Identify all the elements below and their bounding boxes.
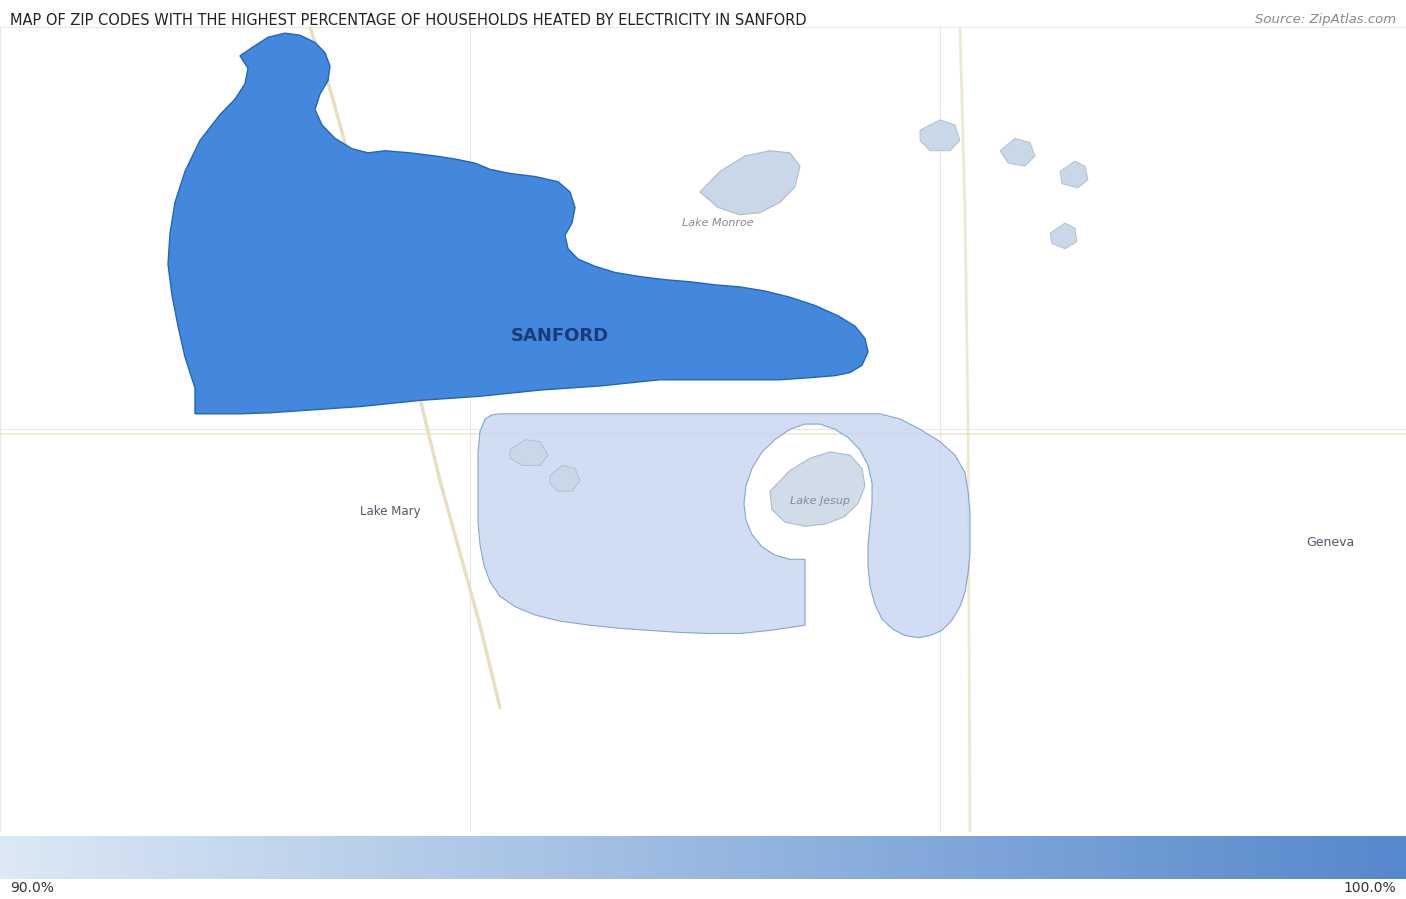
Text: Lake Jesup: Lake Jesup: [790, 496, 851, 506]
Polygon shape: [1060, 161, 1088, 188]
Polygon shape: [550, 466, 581, 491]
Text: Lake Monroe: Lake Monroe: [682, 218, 754, 228]
Text: 90.0%: 90.0%: [10, 881, 53, 895]
Text: Lake Mary: Lake Mary: [360, 505, 420, 519]
Text: Source: ZipAtlas.com: Source: ZipAtlas.com: [1256, 13, 1396, 26]
Text: SANFORD: SANFORD: [510, 327, 609, 345]
Polygon shape: [167, 33, 868, 414]
Text: Geneva: Geneva: [1306, 536, 1354, 549]
Polygon shape: [770, 452, 865, 526]
Polygon shape: [1000, 138, 1035, 166]
Polygon shape: [478, 414, 970, 637]
Text: MAP OF ZIP CODES WITH THE HIGHEST PERCENTAGE OF HOUSEHOLDS HEATED BY ELECTRICITY: MAP OF ZIP CODES WITH THE HIGHEST PERCEN…: [10, 13, 807, 29]
Text: 100.0%: 100.0%: [1344, 881, 1396, 895]
Polygon shape: [700, 151, 800, 215]
Polygon shape: [510, 440, 548, 466]
Polygon shape: [1050, 223, 1077, 249]
Polygon shape: [920, 120, 960, 151]
